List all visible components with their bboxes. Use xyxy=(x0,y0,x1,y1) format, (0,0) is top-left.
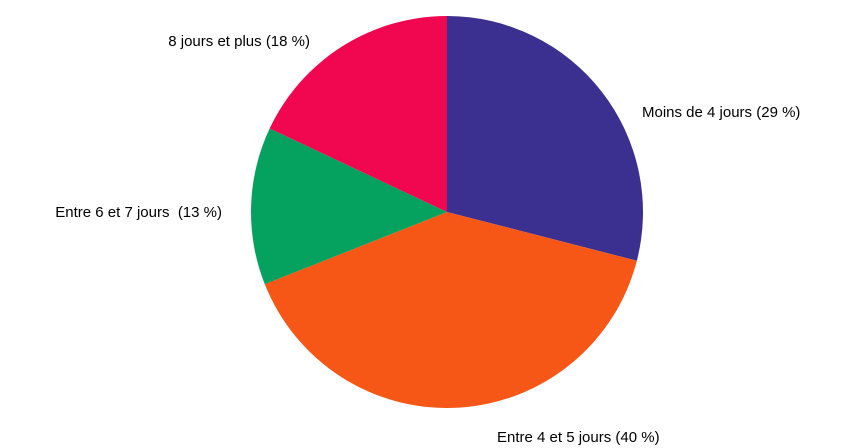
value-label: (29 %) xyxy=(756,104,800,121)
category-label: 8 jours et plus xyxy=(168,33,261,50)
slice-label: Entre 4 et 5 jours (40 %) xyxy=(497,429,660,446)
value-label: (18 %) xyxy=(266,33,310,50)
slice-label: 8 jours et plus (18 %) xyxy=(168,33,310,50)
pie-slice xyxy=(264,212,637,408)
category-label: Moins de 4 jours xyxy=(642,104,752,121)
slice-label: Entre 6 et 7 jours (13 %) xyxy=(55,204,222,221)
category-label: Entre 4 et 5 jours xyxy=(497,429,611,446)
pie-slice xyxy=(250,128,447,285)
value-label: (40 %) xyxy=(615,429,659,446)
pie-slice xyxy=(269,16,447,212)
category-label: Entre 6 et 7 jours xyxy=(55,204,173,221)
slice-label: Moins de 4 jours (29 %) xyxy=(642,104,800,121)
pie-slice xyxy=(447,16,643,261)
value-label: (13 %) xyxy=(178,204,222,221)
